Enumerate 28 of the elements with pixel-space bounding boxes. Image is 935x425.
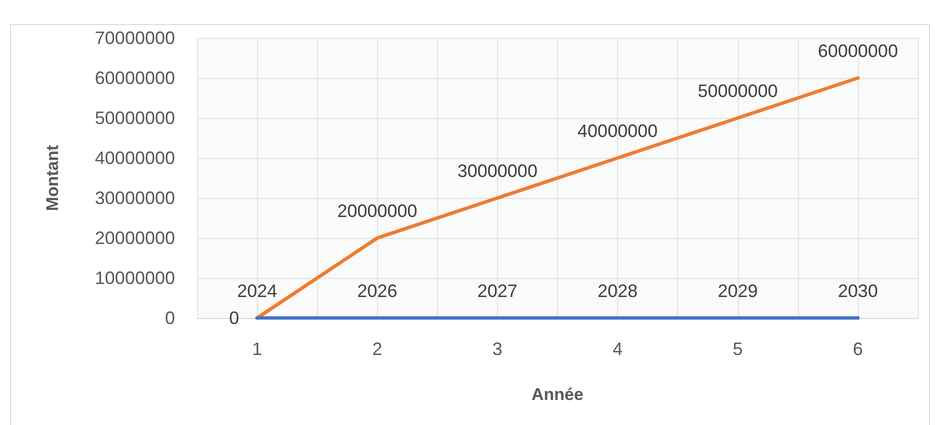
x-tick-label: 2 [372,339,382,359]
y-tick-label: 10000000 [94,268,175,288]
x-tick-label: 5 [732,339,743,359]
data-label: 2024 [237,280,278,301]
y-axis-title: Montant [43,144,62,212]
y-tick-label: 0 [164,308,175,328]
data-label: 20000000 [337,201,418,221]
data-label: 2029 [718,280,758,301]
y-tick-label: 40000000 [94,148,175,168]
y-tick-label: 30000000 [94,188,175,208]
y-tick-label: 50000000 [94,108,175,128]
y-tick-label: 70000000 [94,28,175,48]
data-label: 2030 [838,280,878,301]
data-label: 2028 [598,280,638,301]
data-label: 30000000 [457,161,538,181]
data-label: 50000000 [698,81,778,101]
x-tick-label: 6 [852,339,863,359]
data-label: 40000000 [578,121,658,141]
x-axis-title: Année [532,385,584,404]
data-label: 60000000 [818,41,898,61]
data-label: 0 [229,308,240,328]
x-tick-label: 1 [252,339,262,359]
x-tick-label: 4 [612,339,623,359]
data-label: 2027 [477,280,518,301]
x-tick-label: 3 [492,339,502,359]
y-tick-label: 20000000 [94,228,175,248]
y-tick-label: 60000000 [94,68,175,88]
data-label: 2026 [357,280,398,301]
